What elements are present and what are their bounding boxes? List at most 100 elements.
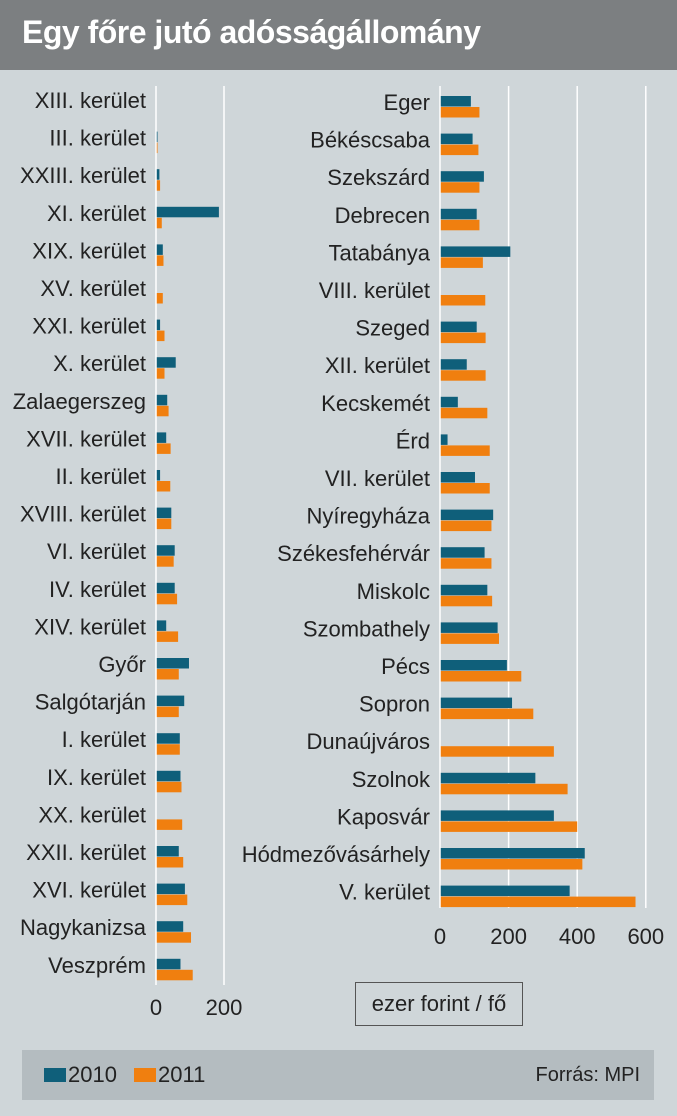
category-label: XIX. kerület: [32, 238, 146, 263]
category-label: XXII. kerület: [26, 840, 146, 865]
tick-label: 200: [490, 924, 527, 949]
category-label: V. kerület: [339, 880, 430, 905]
bar-2011: [156, 405, 169, 417]
bar-2011: [156, 330, 165, 342]
category-label: Salgótarján: [35, 690, 146, 715]
bar-2011: [156, 556, 174, 567]
tick-label: 600: [627, 924, 664, 949]
bar-2011: [440, 257, 483, 268]
category-label: Szeged: [355, 316, 430, 341]
category-label: XIV. kerület: [34, 614, 146, 639]
category-label: I. kerület: [62, 727, 146, 752]
bar-2010: [440, 321, 477, 333]
bar-2011: [440, 483, 490, 494]
category-label: Kaposvár: [337, 804, 430, 829]
category-label: XXIII. kerület: [20, 163, 146, 188]
chart-panel-2: Eger Békéscsaba Szekszárd Debrecen Tatabánya…: [242, 86, 664, 949]
bar-2011: [156, 969, 193, 981]
bar-2011: [156, 481, 171, 492]
category-label: Debrecen: [335, 203, 430, 228]
bar-2011: [156, 518, 172, 530]
bar-2010: [156, 620, 167, 631]
bar-2011: [440, 821, 578, 832]
bar-2010: [156, 770, 181, 782]
bar-2010: [440, 810, 554, 821]
bar-2010: [440, 133, 473, 145]
bar-2010: [156, 958, 181, 970]
bar-2011: [440, 219, 480, 231]
bar-2010: [156, 470, 161, 481]
category-label: XX. kerület: [38, 802, 146, 827]
category-label: Szolnok: [352, 767, 431, 792]
bar-2010: [440, 96, 471, 107]
bar-2011: [440, 746, 554, 757]
bar-2010: [156, 357, 176, 368]
category-label: VIII. kerület: [319, 278, 430, 303]
legend-item-2011: 2011: [134, 1050, 205, 1100]
bar-2010: [156, 545, 175, 556]
bar-2010: [440, 434, 448, 445]
bar-2011: [156, 819, 183, 830]
bar-2011: [440, 332, 486, 344]
category-label: Veszprém: [48, 953, 146, 978]
legend: 2010 2011 Forrás: MPI: [22, 1050, 654, 1100]
bar-2011: [440, 144, 479, 156]
category-label: XXI. kerület: [32, 314, 146, 339]
bar-2010: [440, 547, 485, 558]
bar-2011: [156, 293, 163, 304]
bar-2011: [156, 368, 165, 379]
chart-area: XIII. kerület III. kerület XXIII. kerület X…: [13, 86, 664, 1020]
bar-2011: [156, 932, 192, 943]
bar-2010: [156, 394, 168, 406]
bar-2011: [440, 107, 480, 118]
category-label: XI. kerület: [47, 201, 146, 226]
bar-2010: [156, 733, 180, 744]
legend-label-2011: 2011: [158, 1062, 206, 1087]
bar-2011: [440, 445, 490, 456]
bar-2010: [440, 359, 467, 370]
bar-2011: [440, 671, 522, 682]
category-label: XII. kerület: [325, 353, 430, 378]
source-note: Forrás: MPI: [535, 1063, 640, 1086]
category-label: Nyíregyháza: [306, 504, 430, 529]
bar-2011: [440, 633, 499, 644]
bar-2010: [440, 246, 511, 257]
bar-2011: [440, 595, 493, 607]
bar-2010: [156, 846, 179, 857]
bar-2010: [156, 319, 161, 331]
category-label: IX. kerület: [47, 765, 146, 790]
category-label: Dunaújváros: [306, 729, 430, 754]
chart-title: Egy főre jutó adósságállomány: [22, 14, 481, 50]
bar-2011: [156, 593, 178, 605]
bar-2011: [156, 669, 179, 680]
category-label: Zalaegerszeg: [13, 389, 146, 414]
category-label: VI. kerület: [47, 539, 146, 564]
bar-2011: [156, 744, 180, 755]
category-label: Pécs: [381, 654, 430, 679]
bar-2011: [156, 217, 162, 229]
bar-2011: [156, 255, 164, 266]
category-label: XVII. kerület: [26, 426, 146, 451]
category-label: Békéscsaba: [310, 128, 431, 153]
bar-2010: [156, 206, 219, 218]
category-label: XIII. kerület: [35, 88, 146, 113]
bar-2011: [156, 781, 182, 793]
bar-2010: [156, 244, 163, 255]
bar-2010: [440, 396, 458, 408]
bar-2010: [156, 169, 160, 180]
bar-2010: [440, 772, 536, 784]
category-label: Sopron: [359, 692, 430, 717]
bar-2011: [440, 370, 486, 381]
bar-2010: [156, 883, 185, 895]
category-label: II. kerület: [56, 464, 146, 489]
bar-2011: [156, 180, 161, 191]
bar-2010: [156, 582, 175, 594]
bar-2011: [156, 631, 179, 642]
category-label: XVI. kerület: [32, 878, 146, 903]
bar-2010: [440, 509, 494, 521]
category-label: Győr: [98, 652, 146, 677]
legend-label-2010: 2010: [68, 1062, 117, 1087]
category-label: Szekszárd: [327, 165, 430, 190]
chart-panel-1: XIII. kerület III. kerület XXIII. kerület X…: [13, 86, 242, 1020]
bar-2010: [440, 584, 488, 596]
